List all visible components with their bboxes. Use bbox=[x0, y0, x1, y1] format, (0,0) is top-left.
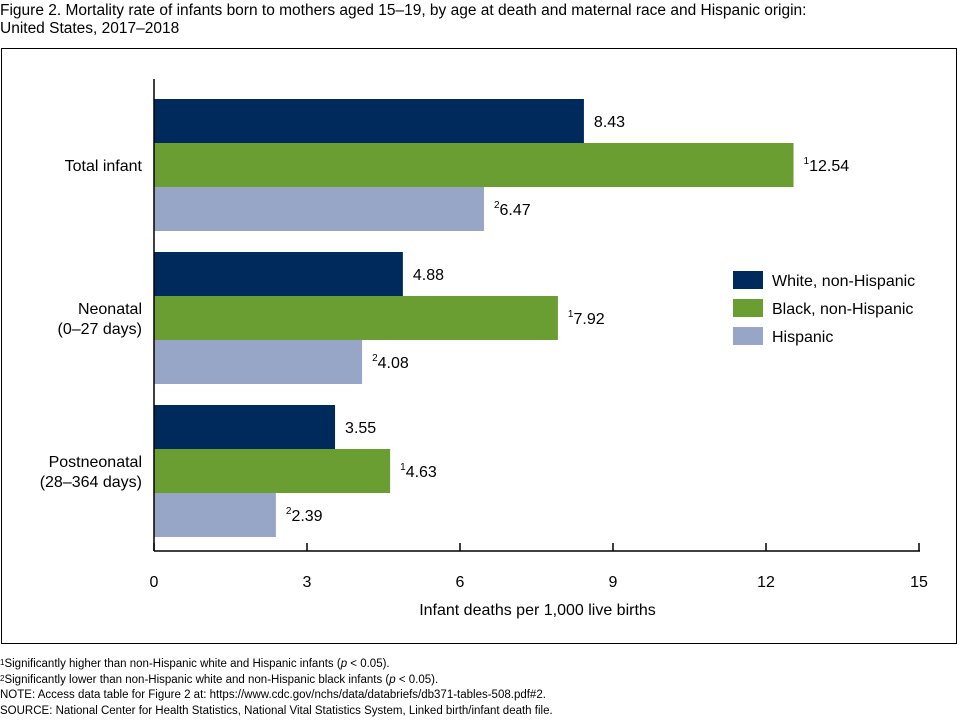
bar-hispanic-1 bbox=[154, 340, 363, 384]
category-label: Neonatal bbox=[78, 301, 142, 318]
bar-hispanic-2 bbox=[154, 493, 276, 537]
footnote-2-p: p bbox=[389, 673, 396, 686]
footnote-2-mark: 2 bbox=[0, 673, 5, 683]
data-label: 112.54 bbox=[804, 156, 850, 175]
data-label: 14.63 bbox=[400, 462, 437, 481]
note-text: NOTE: Access data table for Figure 2 at:… bbox=[0, 689, 546, 701]
data-label: 17.92 bbox=[568, 309, 605, 328]
x-tick-label: 12 bbox=[757, 574, 775, 591]
footnote-1-mark: 1 bbox=[0, 658, 5, 667]
footnote-1: 1Significantly higher than non-Hispanic … bbox=[0, 657, 958, 673]
bar-white-non-hispanic-1 bbox=[154, 252, 403, 296]
figure-title-line-2: United States, 2017–2018 bbox=[0, 20, 180, 37]
x-axis-title: Infant deaths per 1,000 live births bbox=[419, 602, 656, 619]
footnote-1-text: Significantly higher than non-Hispanic w… bbox=[4, 658, 341, 670]
x-tick-label: 6 bbox=[456, 574, 465, 591]
figure-title-line-1: Figure 2. Mortality rate of infants born… bbox=[0, 2, 807, 19]
legend-swatch bbox=[733, 327, 763, 345]
x-tick-label: 15 bbox=[910, 574, 928, 591]
bar-black-non-hispanic-0 bbox=[154, 143, 794, 187]
data-label: 24.08 bbox=[372, 353, 409, 372]
legend-label: White, non-Hispanic bbox=[772, 273, 915, 290]
chart-frame: 8.43 4.88 3.55 112.54 17.92 14.63 26.47 24.08 22… bbox=[1, 48, 957, 644]
category-label: (28–364 days) bbox=[40, 474, 142, 491]
category-label: (0–27 days) bbox=[58, 321, 143, 338]
source-text: SOURCE: National Center for Health Stati… bbox=[0, 704, 553, 717]
footnote-2-text: Significantly lower than non-Hispanic wh… bbox=[4, 673, 390, 686]
footnote-1-p: p bbox=[340, 658, 348, 670]
data-label: 8.43 bbox=[594, 114, 625, 131]
bar-chart: 8.43 4.88 3.55 112.54 17.92 14.63 26.47 24.08 22… bbox=[40, 79, 928, 619]
x-tick-label: 0 bbox=[150, 574, 159, 591]
data-label: 3.55 bbox=[345, 420, 376, 437]
footnotes: 1Significantly higher than non-Hispanic … bbox=[0, 657, 958, 719]
legend-label: Hispanic bbox=[772, 329, 833, 346]
bar-black-non-hispanic-2 bbox=[154, 449, 391, 493]
figure-title: Figure 2. Mortality rate of infants born… bbox=[0, 2, 958, 38]
x-tick-label: 9 bbox=[609, 574, 618, 591]
footnote-2: 2Significantly lower than non-Hispanic w… bbox=[0, 673, 958, 689]
bar-white-non-hispanic-2 bbox=[154, 405, 336, 449]
data-label: 4.88 bbox=[413, 267, 444, 284]
legend-swatch bbox=[733, 271, 763, 289]
x-tick-label: 3 bbox=[303, 574, 312, 591]
category-label: Total infant bbox=[65, 158, 143, 175]
category-label: Postneonatal bbox=[49, 454, 142, 471]
bar-white-non-hispanic-0 bbox=[154, 99, 584, 143]
legend-label: Black, non-Hispanic bbox=[772, 301, 913, 318]
bar-black-non-hispanic-1 bbox=[154, 296, 558, 340]
bar-hispanic-0 bbox=[154, 187, 484, 231]
data-label: 26.47 bbox=[494, 200, 531, 219]
legend-swatch bbox=[733, 299, 763, 317]
footnote-1-text-end: < 0.05). bbox=[347, 658, 390, 670]
footnote-2-text-end: < 0.05). bbox=[395, 673, 439, 686]
data-label: 22.39 bbox=[286, 506, 323, 525]
